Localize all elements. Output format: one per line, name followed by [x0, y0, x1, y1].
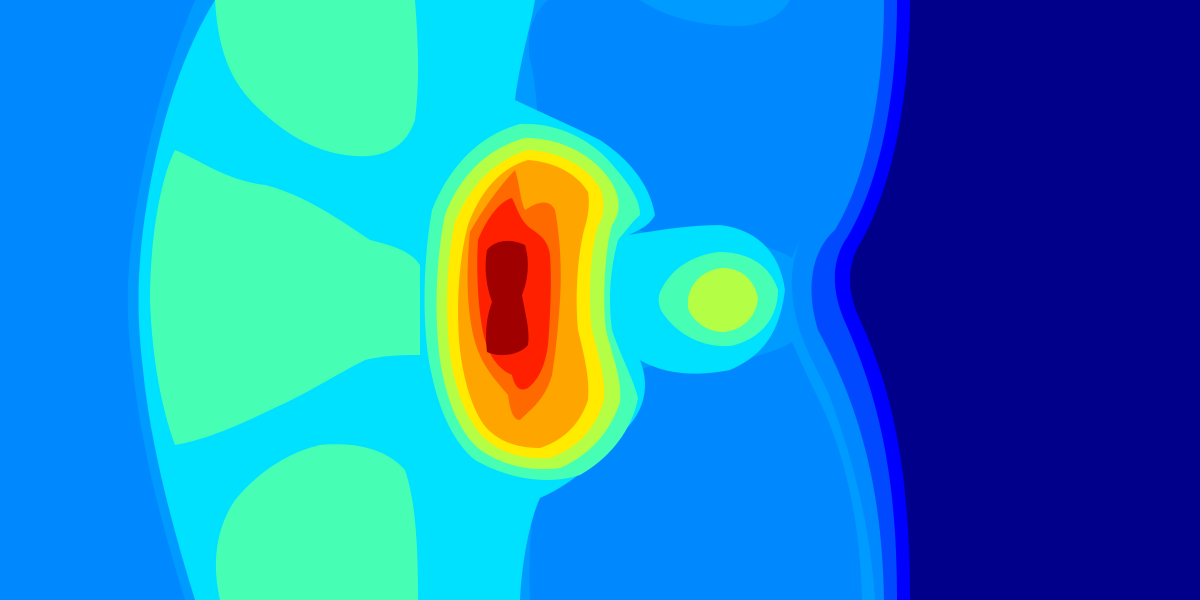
contour-level-7-satellite: [688, 268, 758, 332]
contour-level-6-top-lobe: [215, 0, 419, 157]
contour-level-12: [485, 240, 529, 356]
contour-level-6-left-lobe: [150, 150, 420, 445]
contour-level-7-satellite-center: [727, 285, 749, 314]
contour-level-6-bottom-lobe: [215, 444, 418, 600]
